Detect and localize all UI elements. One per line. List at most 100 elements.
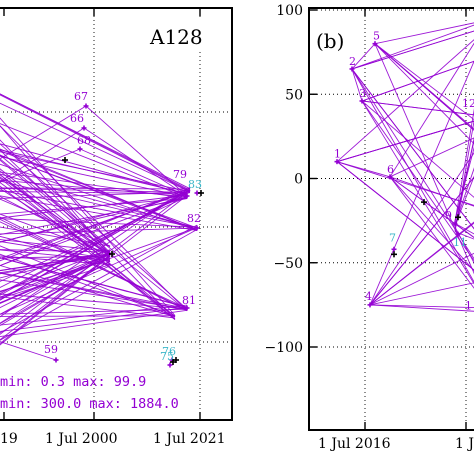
- panel-b-point-marker: [452, 221, 458, 227]
- panel-a-point-marker: [184, 193, 190, 199]
- panel-a-series-segment: [85, 105, 188, 197]
- panel-b-series-segment: [351, 43, 376, 70]
- panel-a-series-segment: [0, 254, 111, 272]
- panel-b-markers: [334, 41, 461, 308]
- panel-b-series-segment: [454, 167, 474, 225]
- panel-a-point-label: 67: [74, 90, 88, 103]
- panel-a-point-label: 59: [44, 343, 58, 356]
- panel-a-series-segment: [0, 198, 111, 247]
- panel-a-point-label: 79: [173, 168, 187, 181]
- panel-a-point-marker: [194, 225, 200, 231]
- panel-a-series-segment: [0, 105, 87, 160]
- panel-b-frame: [308, 7, 474, 431]
- panel-a-series-segment: [0, 198, 188, 235]
- panel-a-series-segment: [0, 216, 188, 311]
- panel-a-series-segment: [0, 264, 176, 318]
- panel-a-series-segment: [0, 253, 111, 324]
- panel-a-point-marker: [53, 357, 59, 363]
- panel-b-series-segment: [454, 139, 474, 222]
- panel-b-series-segment: [389, 176, 474, 289]
- panel-b-series-segment: [374, 43, 474, 275]
- panel-a-point-marker: [77, 146, 83, 152]
- panel-b-point-label: 3: [359, 87, 366, 100]
- panel-a-series-segment: [0, 189, 191, 262]
- panel-b-series-lines: [336, 22, 474, 312]
- panel-b-series-segment: [361, 100, 474, 116]
- panel-a-point-label: 76: [162, 345, 176, 358]
- panel-a-frame: [0, 7, 233, 421]
- panel-a-x-ticks: [3, 8, 201, 420]
- panel-b-series-segment: [454, 175, 474, 226]
- panel-b-series-segment: [336, 120, 474, 163]
- panel-b-series-segment: [336, 161, 391, 178]
- panel-b-series-segment: [369, 222, 474, 306]
- panel-b-point-label: 9: [445, 209, 452, 222]
- panel-b-point-label: 4: [365, 290, 372, 303]
- panel-b-label: (b): [316, 29, 344, 53]
- panel-b-series-segment: [374, 43, 474, 145]
- panel-b-ytick-label: 100: [276, 3, 303, 19]
- panel-a-series-segment: [0, 250, 111, 279]
- panel-a-series-segment: [0, 156, 188, 198]
- panel-a-markers: [53, 103, 204, 368]
- panel-a-black-marker: [62, 157, 68, 163]
- panel-a-series-segment: [0, 255, 111, 265]
- panel-a-point-label: 75: [160, 350, 174, 363]
- panel-b-series-segment: [389, 176, 474, 207]
- panel-b-series-segment: [361, 100, 474, 285]
- panel-a-series-segment: [0, 148, 81, 183]
- panel-a-series-segment: [0, 258, 111, 292]
- panel-a-xtick-label-2: 1 Jul 2000: [45, 431, 118, 447]
- panel-b-series-segment: [361, 60, 474, 102]
- panel-a-series-segment: [0, 127, 85, 183]
- panel-b-point-marker: [372, 41, 378, 47]
- panel-b-series-segment: [374, 43, 474, 131]
- panel-b-series-segment: [369, 252, 474, 306]
- panel-b-point-label: 5: [373, 30, 380, 43]
- panel-a-point-marker: [167, 362, 173, 368]
- panel-b-series-segment: [336, 161, 474, 271]
- panel-b-point-marker: [349, 66, 355, 72]
- panel-a-series-segment: [0, 125, 111, 255]
- panel-a-series-segment: [0, 252, 111, 315]
- panel-a-stats-line-1: min: 0.3 max: 99.9: [0, 374, 146, 390]
- panel-a-series-segment: [0, 253, 176, 317]
- panel-b-point-label: 11: [453, 236, 467, 249]
- panel-a-series-segment: [0, 187, 191, 193]
- panel-b-series-segment: [336, 39, 474, 162]
- panel-a-series-segment: [0, 224, 198, 334]
- panel-a-point-marker: [83, 103, 89, 109]
- panel-a-series-segment: [0, 180, 198, 229]
- panel-a-series-segment: [0, 341, 57, 361]
- panel-a-series-segment: [0, 154, 111, 248]
- panel-a-series-segment: [0, 293, 188, 310]
- panel-a-grid: [0, 8, 232, 420]
- panel-a-black-marker: [198, 190, 204, 196]
- panel-b-series-segment: [369, 60, 474, 306]
- panel-a-series-segment: [0, 123, 188, 199]
- panel-a-series-segment: [0, 182, 111, 263]
- panel-b-point-marker: [387, 174, 393, 180]
- panel-b-label-bg: [312, 24, 356, 54]
- panel-a-point-label: 66: [70, 112, 84, 125]
- panel-a-series-segment: [0, 279, 188, 310]
- panel-b-y-ticks: 100 50 0 −50 −100: [265, 3, 317, 356]
- panel-b-series-segment: [351, 68, 474, 230]
- panel-a-series-segment: [0, 94, 191, 192]
- panel-b-series-segment: [351, 68, 363, 102]
- panel-b-black-marker: [421, 199, 427, 206]
- panel-b-point-label: 7: [389, 231, 396, 244]
- panel-a-series-lines: [0, 93, 198, 361]
- panel-a-series-segment: [0, 186, 191, 318]
- panel-a-series-segment: [0, 218, 198, 228]
- panel-b-x-ticks: [364, 8, 467, 430]
- panel-a-series-segment: [0, 93, 191, 191]
- panel-a-xtick-label-3: 1 Jul 2021: [153, 431, 226, 447]
- panel-b-series-segment: [351, 30, 474, 70]
- panel-b-xtick-label-1: 1 Jul 2016: [318, 436, 391, 452]
- panel-b-point-marker: [359, 98, 365, 104]
- panel-a-series-segment: [0, 196, 188, 282]
